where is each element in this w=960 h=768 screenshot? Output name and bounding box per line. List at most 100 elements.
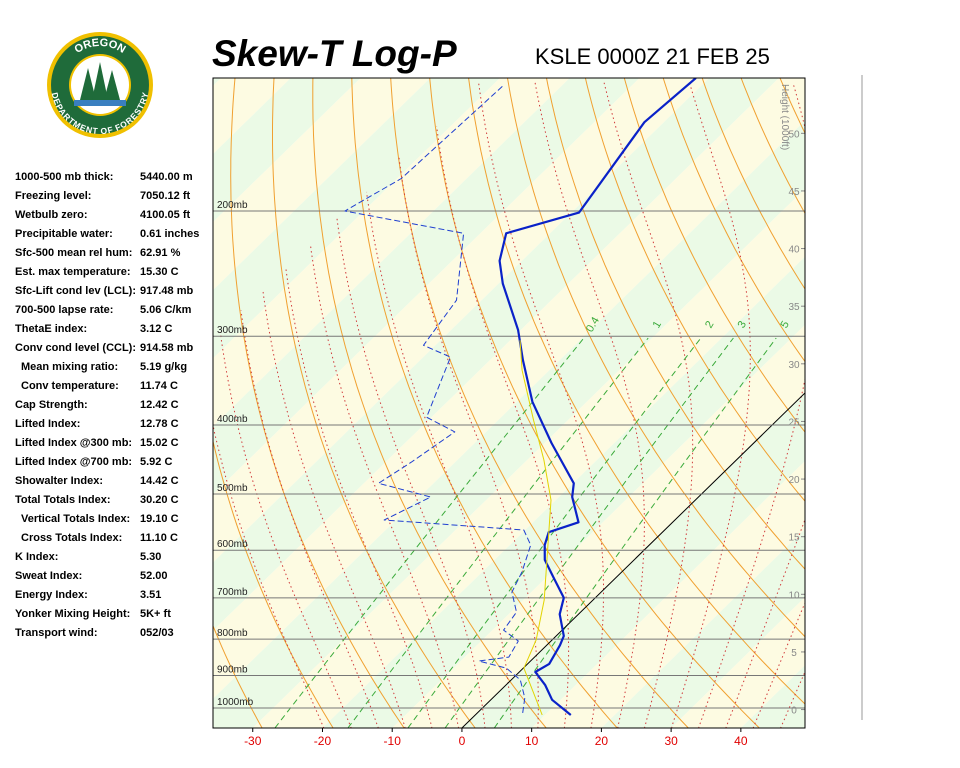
y-tick-label: 1000mb xyxy=(217,697,254,708)
y-tick-label: 300mb xyxy=(217,325,248,336)
index-label: Conv cond level (CCL): xyxy=(15,342,136,354)
index-label: Vertical Totals Index: xyxy=(21,513,130,525)
y-tick-label: 800mb xyxy=(217,628,248,639)
temperature-band xyxy=(740,665,805,728)
dry-adiabat xyxy=(623,78,805,433)
dry-adiabat xyxy=(390,78,689,728)
y-tick-label: 700mb xyxy=(217,587,248,598)
index-value: 917.48 mb xyxy=(140,285,193,297)
moist-adiabat xyxy=(310,245,460,728)
y2-tick-label: 15 xyxy=(788,533,800,544)
mixing-ratio-line xyxy=(493,337,777,728)
dry-adiabat xyxy=(468,78,805,705)
temperature-band xyxy=(811,78,960,728)
dry-adiabat xyxy=(858,78,960,728)
index-label: Freezing level: xyxy=(15,190,91,202)
index-value: 4100.05 ft xyxy=(140,209,190,221)
index-label: Precipitable water: xyxy=(15,228,113,240)
moist-adiabat xyxy=(603,82,694,728)
index-label: Sweat Index: xyxy=(15,570,82,582)
moist-adiabat xyxy=(336,217,486,728)
mixing-ratio-label: 1 xyxy=(651,319,664,330)
index-label: Cross Totals Index: xyxy=(21,532,122,544)
index-label: Cap Strength: xyxy=(15,399,88,411)
x-tick-label: 40 xyxy=(734,734,748,748)
indices-panel: 1000-500 mb thick: 5440.00 m Freezing leve… xyxy=(15,171,199,639)
index-label: Energy Index: xyxy=(15,589,88,601)
index-label: Total Totals Index: xyxy=(15,494,111,506)
plot-frame xyxy=(212,77,806,729)
dry-adiabat xyxy=(936,78,960,728)
mixing-ratio-label: 3 xyxy=(736,319,749,330)
temperature-band xyxy=(0,78,12,728)
index-label: Conv temperature: xyxy=(21,380,119,392)
index-label: Sfc-500 mean rel hum: xyxy=(15,247,132,259)
index-label: Sfc-Lift cond lev (LCL): xyxy=(15,285,136,297)
y-tick-label: 500mb xyxy=(217,483,248,494)
dry-adiabat xyxy=(507,78,805,638)
x-tick-label: 20 xyxy=(595,734,609,748)
x-tick-label: -20 xyxy=(314,734,332,748)
mixing-ratio-label: 5 xyxy=(778,319,791,330)
mixing-ratio-line xyxy=(347,337,649,728)
dry-adiabat xyxy=(312,78,547,728)
index-label: ThetaE index: xyxy=(15,323,87,335)
mixing-ratio-line xyxy=(274,337,585,728)
index-value: 052/03 xyxy=(140,627,174,639)
y2-tick-label: 5 xyxy=(791,648,797,659)
temperature-band xyxy=(322,256,805,728)
index-value: 14.42 C xyxy=(140,475,179,487)
moist-adiabat xyxy=(478,82,604,728)
x-tick-label: 10 xyxy=(525,734,539,748)
index-value: 30.20 C xyxy=(140,494,179,506)
dry-adiabat xyxy=(819,78,960,728)
mixing-ratio-line xyxy=(407,337,702,728)
y2-tick-label: 0 xyxy=(791,706,797,717)
index-label: Showalter Index: xyxy=(15,475,103,487)
index-value: 3.51 xyxy=(140,589,161,601)
x-tick-label: 30 xyxy=(664,734,678,748)
moist-adiabat xyxy=(262,291,406,728)
index-value: 5.92 C xyxy=(140,456,172,468)
sounding-line xyxy=(519,340,552,716)
x-tick-label: 0 xyxy=(459,734,466,748)
dry-adiabat xyxy=(740,78,805,215)
dry-adiabat xyxy=(272,78,476,728)
temperature-band xyxy=(392,324,805,728)
dry-adiabat xyxy=(230,78,405,728)
dry-adiabat xyxy=(213,439,334,728)
index-label: Lifted Index @700 mb: xyxy=(15,456,132,468)
dry-adiabat xyxy=(546,78,805,570)
temperature-band xyxy=(213,78,805,699)
y2-tick-label: 40 xyxy=(788,245,800,256)
dry-adiabat xyxy=(662,78,805,363)
index-value: 12.42 C xyxy=(140,399,179,411)
x-tick-label: -30 xyxy=(244,734,262,748)
index-label: Transport wind: xyxy=(15,627,98,639)
logo-top-text: OREGON xyxy=(73,37,128,56)
index-label: Lifted Index @300 mb: xyxy=(15,437,132,449)
y2-tick-label: 30 xyxy=(788,360,800,371)
logo-top-path: OREGON xyxy=(73,37,128,56)
temperature-band xyxy=(213,78,222,86)
temperature-band xyxy=(601,529,805,728)
y2-tick-label: 35 xyxy=(788,302,800,313)
index-label: Est. max temperature: xyxy=(15,266,131,278)
plot-area xyxy=(0,78,960,728)
index-label: Yonker Mixing Height: xyxy=(15,608,130,620)
index-value: 19.10 C xyxy=(140,513,179,525)
index-value: 5.30 xyxy=(140,551,161,563)
y-tick-label: 200mb xyxy=(217,200,248,211)
index-value: 7050.12 ft xyxy=(140,190,190,202)
index-value: 5.19 g/kg xyxy=(140,361,187,373)
moist-adiabat xyxy=(780,670,805,728)
index-label: K Index: xyxy=(15,551,58,563)
sounding-line xyxy=(498,78,697,716)
index-label: 1000-500 mb thick: xyxy=(15,171,113,183)
index-value: 15.02 C xyxy=(140,437,179,449)
index-value: 5K+ ft xyxy=(140,608,171,620)
dry-adiabat xyxy=(429,78,760,728)
y2-axis-label: Height (1000ft) xyxy=(779,84,790,150)
index-value: 0.61 inches xyxy=(140,228,199,240)
index-value: 11.10 C xyxy=(140,532,178,544)
